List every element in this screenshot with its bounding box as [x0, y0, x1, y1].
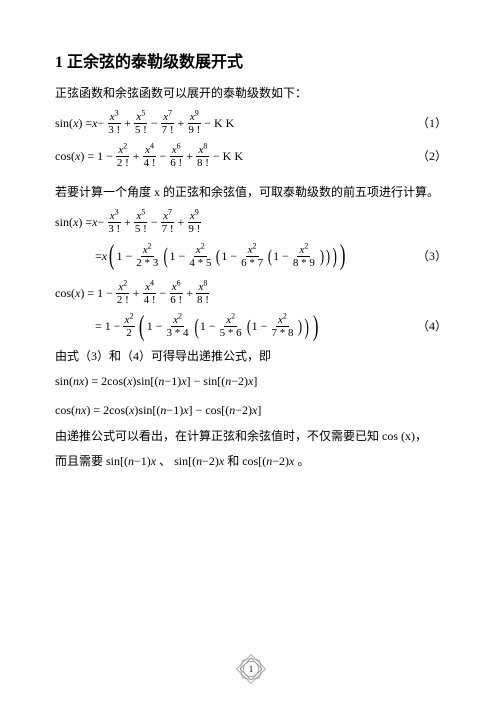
conclusion-line1: 由递推公式可以看出，在计算正弦和余弦值时，不仅需要已知 cos (x)， — [55, 427, 457, 446]
equation-3-line2: = x ( 1 − x22 * 3 ( 1 − x24 * 5 ( 1 − x2… — [55, 244, 457, 269]
eq-number-2: （2） — [417, 147, 457, 166]
equation-4-line1: cos(x) = 1 − x22 ! + x44 ! − x66 ! + x88… — [55, 281, 457, 306]
recurrence-cos: cos(nx) = 2cos(x)sin[(n−1)x] − cos[(n−2)… — [55, 401, 457, 420]
derivation-paragraph: 由式（3）和（4）可得导出递推公式，即 — [55, 347, 457, 366]
equation-4-line2: = 1 − x22 ( 1 − x23 * 4 ( 1 − x25 * 6 ( … — [55, 314, 457, 339]
eq-number-1: （1） — [417, 114, 457, 133]
mid-paragraph: 若要计算一个角度 x 的正弦和余弦值，可取泰勒级数的前五项进行计算。 — [55, 183, 457, 202]
page-number-ornament: 1 — [234, 652, 268, 686]
section-heading: 1 正余弦的泰勒级数展开式 — [55, 50, 457, 76]
eq-number-4: （4） — [417, 317, 457, 336]
recurrence-sin: sin(nx) = 2cos(x)sin[(n−1)x] − sin[(n−2)… — [55, 372, 457, 391]
intro-paragraph: 正弦函数和余弦函数可以展开的泰勒级数如下： — [55, 84, 457, 103]
eq-number-3: （3） — [417, 247, 457, 266]
equation-3-line1: sin(x) = x − x33 ! + x55 ! − x77 ! + x99… — [55, 210, 457, 235]
page-number: 1 — [249, 664, 254, 674]
equation-2: cos(x) = 1 − x22 ! + x44 ! − x66 ! + x88… — [55, 144, 457, 169]
conclusion-line2: 而且需要 sin[(n−1)x 、 sin[(n−2)x 和 cos[(n−2)… — [55, 452, 457, 471]
equation-1: sin(x) = x − x33 ! + x55 ! − x77 ! + x99… — [55, 111, 457, 136]
